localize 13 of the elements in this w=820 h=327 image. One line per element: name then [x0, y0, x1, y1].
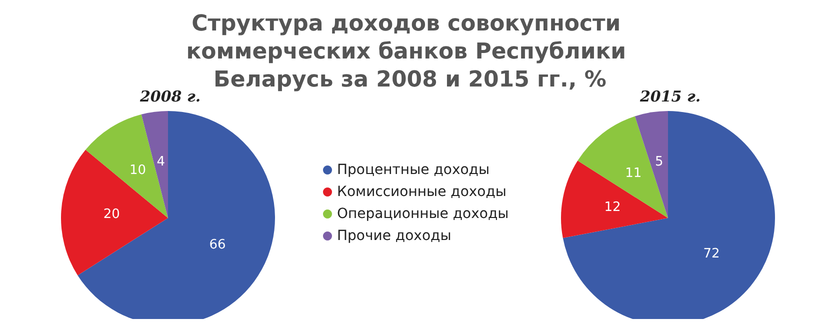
legend-label: Прочие доходы — [337, 228, 452, 244]
data-label: 5 — [655, 154, 664, 170]
legend-label: Операционные доходы — [337, 206, 509, 222]
data-label: 66 — [209, 238, 226, 253]
data-label: 11 — [625, 166, 642, 181]
data-label: 12 — [604, 200, 621, 215]
legend-label: Процентные доходы — [337, 162, 490, 178]
legend-label: Комиссионные доходы — [337, 184, 506, 200]
slice-label: 2015 г. — [639, 88, 701, 106]
data-label: 20 — [103, 206, 120, 222]
data-label: 4 — [156, 154, 166, 170]
data-label: 10 — [129, 162, 146, 178]
data-label: 72 — [703, 246, 720, 262]
